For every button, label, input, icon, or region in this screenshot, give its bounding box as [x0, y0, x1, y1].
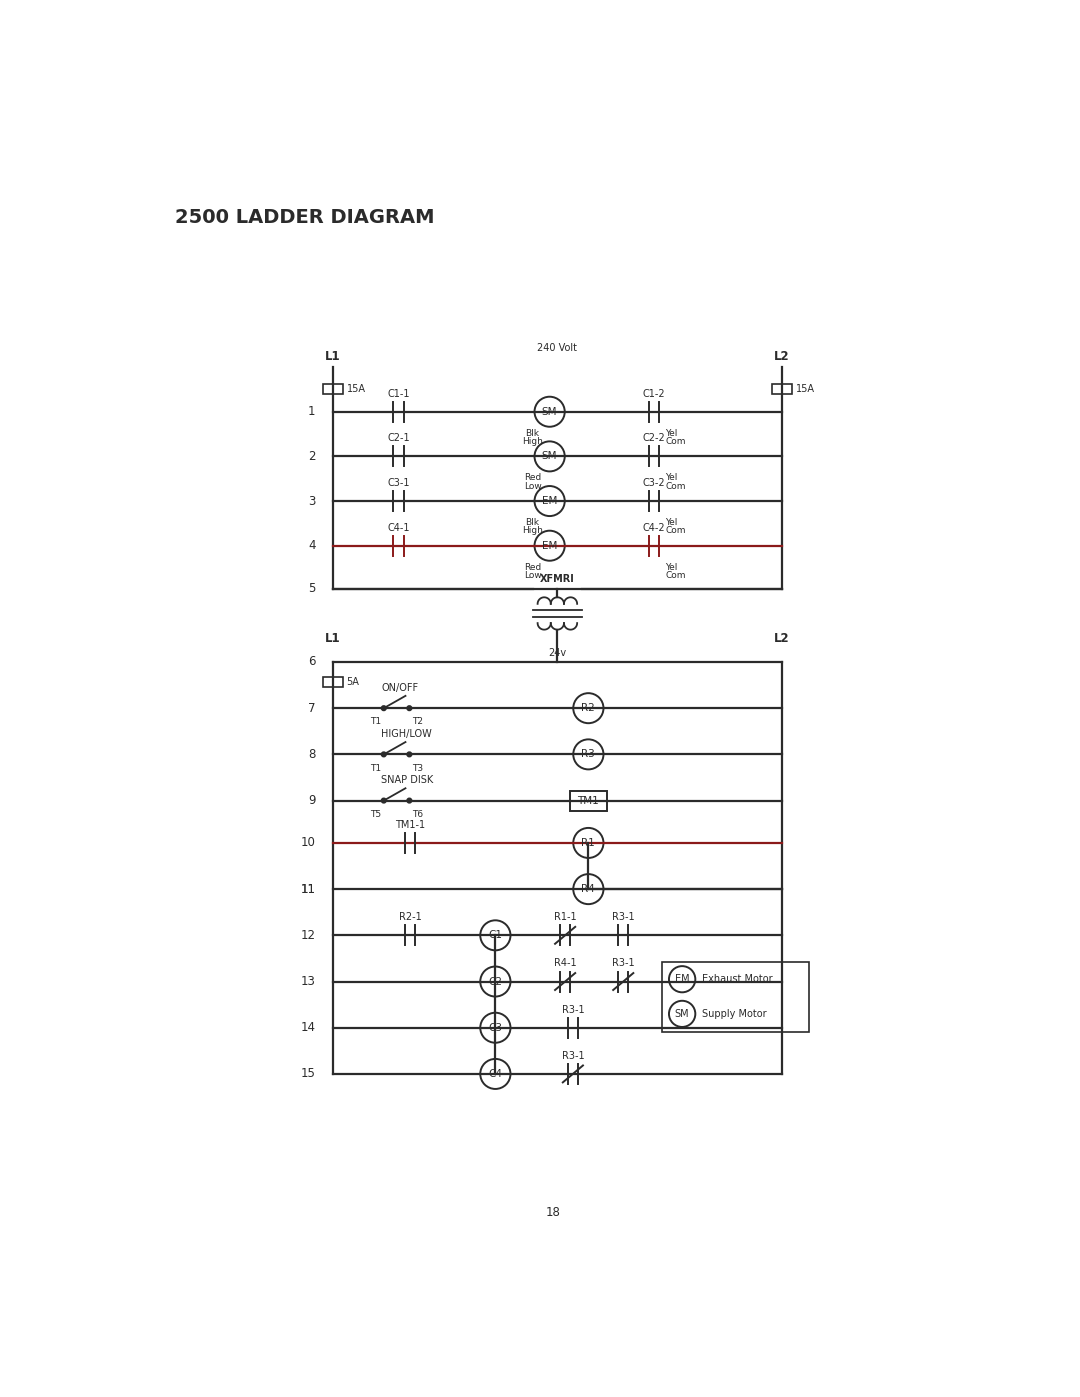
Text: C1-1: C1-1 [388, 388, 409, 398]
Text: Low: Low [524, 571, 541, 580]
Text: EM: EM [675, 974, 689, 985]
Text: High: High [522, 527, 543, 535]
Text: Low: Low [524, 482, 541, 490]
Text: 12: 12 [300, 929, 315, 942]
Text: T2: T2 [413, 718, 423, 726]
Text: SM: SM [675, 1009, 689, 1018]
FancyBboxPatch shape [662, 963, 809, 1031]
Text: 1: 1 [308, 405, 315, 418]
Text: Red: Red [524, 474, 541, 482]
Circle shape [381, 752, 386, 757]
Text: R2: R2 [581, 703, 595, 714]
Text: C2-2: C2-2 [643, 433, 665, 443]
Text: T6: T6 [413, 810, 423, 819]
Text: EM: EM [542, 541, 557, 550]
Text: Blk: Blk [526, 429, 540, 437]
FancyBboxPatch shape [323, 384, 342, 394]
Text: T5: T5 [369, 810, 381, 819]
Text: C3: C3 [488, 1023, 502, 1032]
Text: R1: R1 [581, 838, 595, 848]
Text: SNAP DISK: SNAP DISK [381, 775, 434, 785]
Text: 240 Volt: 240 Volt [538, 344, 578, 353]
Text: 18: 18 [546, 1206, 561, 1220]
Text: R2-1: R2-1 [399, 912, 421, 922]
Text: Com: Com [665, 571, 686, 580]
Text: C2: C2 [488, 977, 502, 986]
Text: R4-1: R4-1 [554, 958, 577, 968]
Text: C1: C1 [488, 930, 502, 940]
Text: TM1: TM1 [578, 795, 599, 806]
Text: C3-2: C3-2 [643, 478, 665, 488]
Text: 15A: 15A [347, 384, 365, 394]
Text: 2500 LADDER DIAGRAM: 2500 LADDER DIAGRAM [175, 208, 435, 226]
Text: XFMRI: XFMRI [540, 574, 575, 584]
Text: R4: R4 [581, 884, 595, 894]
Text: L2: L2 [774, 351, 789, 363]
Text: HIGH/LOW: HIGH/LOW [381, 729, 432, 739]
Text: 2: 2 [308, 450, 315, 462]
Circle shape [407, 752, 411, 757]
Text: T3: T3 [413, 764, 423, 773]
Text: 10: 10 [300, 837, 315, 849]
FancyBboxPatch shape [323, 678, 342, 687]
Text: C2-1: C2-1 [388, 433, 409, 443]
Text: L1: L1 [325, 631, 340, 645]
Text: 11: 11 [300, 883, 315, 895]
Text: Com: Com [665, 482, 686, 490]
Text: T1: T1 [369, 718, 381, 726]
Circle shape [407, 799, 411, 803]
Text: SM: SM [542, 451, 557, 461]
Text: Blk: Blk [526, 518, 540, 527]
Text: TM1-1: TM1-1 [395, 820, 426, 830]
Text: L2: L2 [774, 631, 789, 645]
Text: C3-1: C3-1 [388, 478, 409, 488]
Text: Com: Com [665, 527, 686, 535]
Text: R3-1: R3-1 [562, 1004, 584, 1014]
Text: High: High [522, 437, 543, 446]
Text: Com: Com [665, 437, 686, 446]
Text: 13: 13 [300, 975, 315, 988]
Text: 7: 7 [308, 701, 315, 715]
Circle shape [381, 705, 386, 710]
FancyBboxPatch shape [772, 384, 793, 394]
Text: C4-2: C4-2 [643, 522, 665, 532]
FancyBboxPatch shape [570, 791, 607, 810]
Text: SM: SM [542, 407, 557, 416]
Text: R3-1: R3-1 [562, 1051, 584, 1060]
Text: Yel: Yel [665, 563, 677, 571]
Text: C4-1: C4-1 [388, 522, 409, 532]
Text: Exhaust Motor: Exhaust Motor [702, 974, 773, 985]
Text: 15A: 15A [796, 384, 815, 394]
Text: ON/OFF: ON/OFF [381, 683, 419, 693]
Text: 15: 15 [300, 1067, 315, 1080]
Text: 3: 3 [308, 495, 315, 507]
Text: 5: 5 [308, 583, 315, 595]
Text: 9: 9 [308, 793, 315, 807]
Text: Yel: Yel [665, 429, 677, 437]
Text: 24v: 24v [549, 648, 566, 658]
Text: R3: R3 [581, 749, 595, 760]
Text: R3-1: R3-1 [612, 958, 635, 968]
Text: Yel: Yel [665, 474, 677, 482]
Text: R3-1: R3-1 [612, 912, 635, 922]
Text: T1: T1 [369, 764, 381, 773]
Circle shape [381, 799, 386, 803]
Text: L1: L1 [325, 351, 340, 363]
Text: R1-1: R1-1 [554, 912, 577, 922]
Circle shape [407, 705, 411, 710]
Text: 5A: 5A [347, 678, 360, 687]
Text: 8: 8 [308, 747, 315, 761]
Text: 11: 11 [300, 883, 315, 895]
Text: Red: Red [524, 563, 541, 571]
Text: C1-2: C1-2 [643, 388, 665, 398]
Text: Yel: Yel [665, 518, 677, 527]
Text: EM: EM [542, 496, 557, 506]
Text: C4: C4 [488, 1069, 502, 1078]
Text: 6: 6 [308, 655, 315, 669]
Text: 14: 14 [300, 1021, 315, 1034]
Text: 4: 4 [308, 539, 315, 552]
Text: Supply Motor: Supply Motor [702, 1009, 767, 1018]
